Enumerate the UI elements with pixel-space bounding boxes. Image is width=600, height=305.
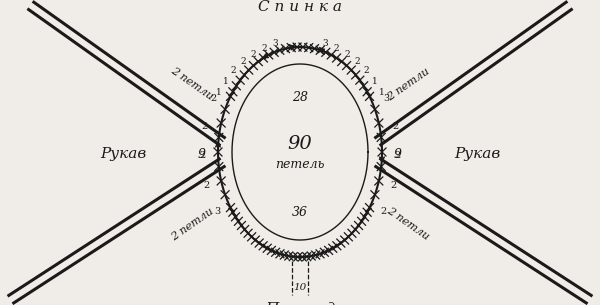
Text: 1: 1: [379, 88, 384, 97]
Text: петель: петель: [275, 157, 325, 170]
Text: 2: 2: [334, 44, 339, 53]
Text: 10: 10: [293, 282, 307, 292]
Text: 9: 9: [394, 148, 402, 160]
Text: 1: 1: [216, 88, 221, 97]
Text: 2 петли: 2 петли: [169, 206, 215, 242]
Text: Рукав: Рукав: [454, 147, 500, 161]
Text: 1: 1: [371, 77, 377, 86]
Text: 2: 2: [211, 95, 217, 103]
Text: 3: 3: [272, 39, 278, 48]
Text: 2: 2: [199, 152, 205, 160]
Text: 2: 2: [395, 152, 401, 160]
Text: 2: 2: [391, 181, 397, 189]
Text: Рукав: Рукав: [100, 147, 146, 161]
Text: 2 петли: 2 петли: [169, 66, 215, 102]
Text: 3: 3: [214, 207, 220, 216]
Text: 9: 9: [198, 148, 206, 160]
Text: 2: 2: [364, 66, 369, 75]
Text: 2 петли: 2 петли: [385, 66, 431, 102]
Text: 2: 2: [231, 66, 236, 75]
Text: 1: 1: [223, 77, 229, 86]
Text: 2: 2: [203, 181, 209, 189]
Text: 2: 2: [380, 207, 386, 216]
Text: 36: 36: [292, 206, 308, 219]
Text: С п и н к а: С п и н к а: [258, 0, 342, 14]
Text: 2: 2: [344, 50, 350, 59]
Text: 2: 2: [354, 57, 360, 66]
Text: 3: 3: [322, 39, 328, 48]
Text: 2: 2: [250, 50, 256, 59]
Text: 3: 3: [383, 95, 389, 103]
Text: 2: 2: [240, 57, 246, 66]
Text: 2 петли: 2 петли: [385, 206, 431, 242]
Text: 2: 2: [261, 44, 266, 53]
Text: П е р е д: П е р е д: [265, 302, 335, 305]
Text: 28: 28: [292, 91, 308, 104]
Text: 2: 2: [392, 122, 398, 131]
Text: 2: 2: [202, 122, 208, 131]
Text: 90: 90: [287, 135, 313, 153]
